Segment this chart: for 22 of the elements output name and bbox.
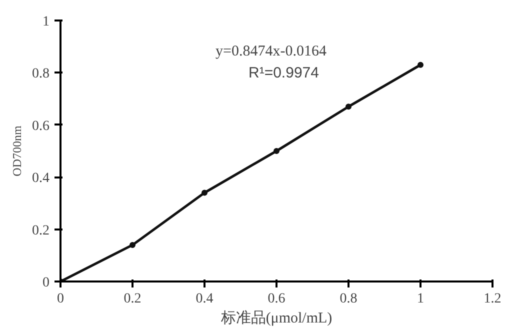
y-tick-label: 1 — [42, 14, 50, 30]
x-tick-label: 0 — [57, 292, 64, 306]
annotation: y=0.8474x-0.0164 — [216, 44, 327, 60]
point — [418, 62, 424, 68]
y-tick-label: 0 — [42, 276, 50, 290]
point — [130, 242, 136, 248]
x-tick-label: 1 — [417, 292, 424, 306]
x-tick-label: 1.2 — [484, 292, 502, 306]
x-tick-label: 0.4 — [196, 292, 214, 306]
x-axis-title: 标准品(μmol/mL) — [220, 310, 332, 326]
annotation: R¹=0.9974 — [248, 64, 319, 82]
y-tick-label: 0.4 — [32, 171, 50, 186]
x-tick-label: 0.2 — [124, 292, 142, 306]
y-tick-label: 0.6 — [32, 118, 50, 134]
y-tick-label: 0.2 — [32, 223, 50, 238]
point — [274, 148, 280, 154]
point — [202, 190, 208, 196]
y-axis-title: OD700nm — [10, 125, 24, 176]
y-tick-label: 0.8 — [32, 66, 50, 82]
x-tick-label: 0.8 — [340, 292, 358, 306]
x-tick-label: 0.6 — [268, 292, 286, 306]
point — [346, 104, 352, 110]
